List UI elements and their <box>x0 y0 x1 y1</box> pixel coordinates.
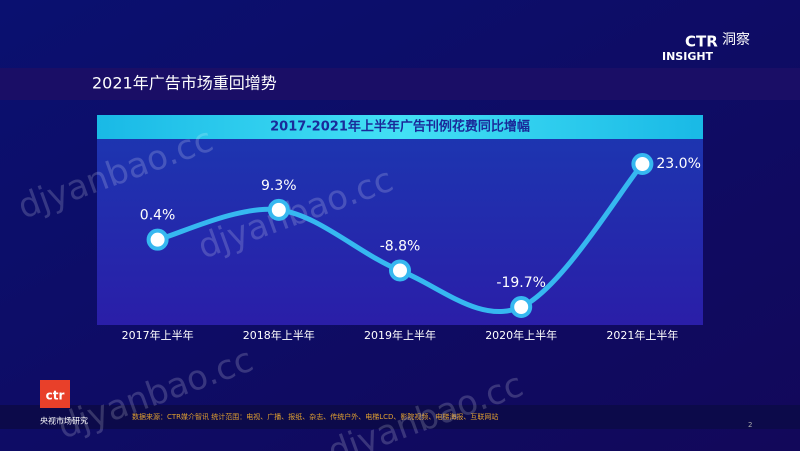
data-label: 0.4% <box>140 208 176 224</box>
point <box>631 153 654 175</box>
data-label: -19.7% <box>496 275 546 291</box>
title-bar <box>0 68 800 100</box>
point <box>267 198 290 221</box>
source: 数据来源：CTR媒介智讯 统计范围：电视、广播、报纸、杂志、传统户外、电梯LCD… <box>132 412 498 421</box>
data-label: -8.8% <box>380 238 421 254</box>
slide-title: 2021年广告市场重回增势 <box>92 74 277 93</box>
brand-cn: 央视市场研究 <box>40 416 88 426</box>
logo: CTR <box>685 33 718 51</box>
plot-area <box>97 139 703 325</box>
x-tick-label: 2018年上半年 <box>243 328 315 342</box>
page-number: 2 <box>748 421 752 429</box>
data-label: 23.0% <box>656 156 700 172</box>
point <box>146 228 169 251</box>
logo-sub: INSIGHT <box>662 50 714 63</box>
brand-logo <box>40 380 70 408</box>
chart-banner <box>97 115 703 139</box>
brand: ctr <box>46 389 65 403</box>
point <box>510 296 533 318</box>
x-tick-label: 2019年上半年 <box>364 328 436 342</box>
chart-title: 2017-2021年上半年广告刊例花费同比增幅 <box>270 119 530 135</box>
x-tick-label: 2017年上半年 <box>122 328 194 342</box>
x-tick-label: 2021年上半年 <box>606 328 678 342</box>
source-bar <box>0 405 800 429</box>
logo-cn: 洞察 <box>722 31 750 48</box>
point <box>389 259 411 282</box>
x-tick-label: 2020年上半年 <box>485 328 557 342</box>
data-label: 9.3% <box>261 178 297 194</box>
